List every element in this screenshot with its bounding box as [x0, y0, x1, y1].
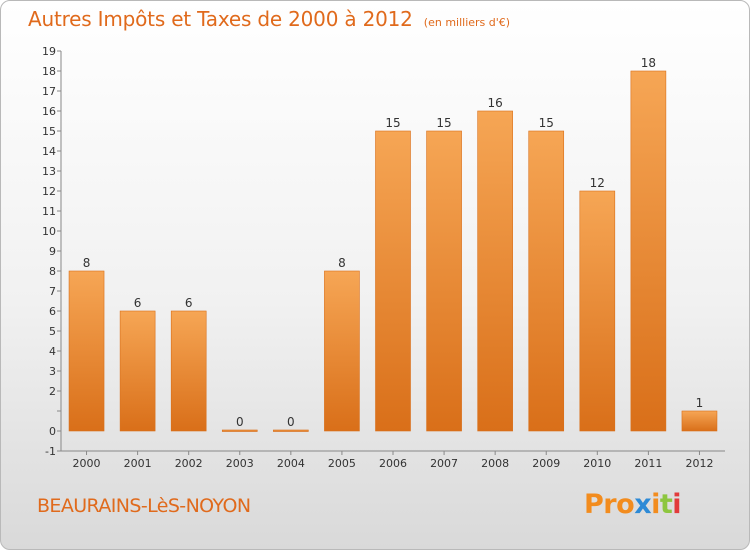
bar	[427, 131, 462, 431]
bar-value-label: 6	[185, 296, 193, 310]
logo-letter: t	[660, 489, 672, 520]
y-tick-label: 14	[42, 145, 56, 158]
x-tick-label: 2006	[379, 457, 407, 470]
y-tick-label: 8	[49, 265, 56, 278]
bar	[376, 131, 411, 431]
bar	[580, 191, 615, 431]
proxiti-logo[interactable]: Proxiti	[584, 489, 681, 520]
bar-value-label: 15	[539, 116, 554, 130]
x-tick-label: 2004	[277, 457, 305, 470]
y-tick-label: 5	[49, 325, 56, 338]
y-tick-label: 6	[49, 305, 56, 318]
x-tick-label: 2009	[532, 457, 560, 470]
x-tick-label: 2010	[583, 457, 611, 470]
y-tick-label: 11	[42, 205, 56, 218]
bar-value-label: 1	[696, 396, 704, 410]
x-tick-label: 2012	[685, 457, 713, 470]
x-tick-label: 2003	[226, 457, 254, 470]
y-tick-label: 9	[49, 245, 56, 258]
bar	[631, 71, 666, 431]
town-name: BEAURAINS-LèS-NOYON	[37, 495, 250, 517]
x-tick-label: 2008	[481, 457, 509, 470]
y-tick-label: 17	[42, 85, 56, 98]
y-tick-label: 0	[49, 425, 56, 438]
bar-value-label: 18	[641, 56, 656, 70]
bar-value-label: 8	[338, 256, 346, 270]
y-tick-label: 16	[42, 105, 56, 118]
y-tick-label: 10	[42, 225, 56, 238]
y-tick-label: 13	[42, 165, 56, 178]
logo-letter: P	[584, 489, 603, 520]
bar-value-label: 8	[83, 256, 91, 270]
bar	[682, 411, 717, 431]
bar-value-label: 6	[134, 296, 142, 310]
y-tick-label: 3	[49, 365, 56, 378]
y-tick-label: 4	[49, 345, 56, 358]
y-tick-label: 18	[42, 65, 56, 78]
bar	[222, 430, 257, 432]
bar-value-label: 0	[287, 415, 295, 429]
bar	[529, 131, 564, 431]
bar	[478, 111, 513, 431]
x-tick-label: 2007	[430, 457, 458, 470]
x-tick-label: 2000	[73, 457, 101, 470]
bar	[324, 271, 359, 431]
logo-letter: x	[634, 489, 651, 520]
y-tick-label: 12	[42, 185, 56, 198]
logo-letter: r	[603, 489, 616, 520]
bar-value-label: 16	[488, 96, 503, 110]
bar	[273, 430, 308, 432]
x-tick-label: 2002	[175, 457, 203, 470]
bar-value-label: 0	[236, 415, 244, 429]
bar-value-label: 15	[385, 116, 400, 130]
y-tick-label: 15	[42, 125, 56, 138]
y-tick-label: 7	[49, 285, 56, 298]
y-tick-label: -1	[45, 445, 56, 458]
bar-value-label: 12	[590, 176, 605, 190]
y-tick-label: 2	[49, 385, 56, 398]
bar	[120, 311, 155, 431]
x-tick-label: 2005	[328, 457, 356, 470]
x-tick-label: 2001	[124, 457, 152, 470]
bar	[69, 271, 104, 431]
chart-frame: Autres Impôts et Taxes de 2000 à 2012 (e…	[0, 0, 750, 550]
logo-letter: i	[672, 489, 681, 520]
bar-value-label: 15	[436, 116, 451, 130]
x-tick-label: 2011	[634, 457, 662, 470]
bar-chart: -1023456789101112131415161718192000 2001 2…	[1, 1, 750, 550]
logo-letter: i	[651, 489, 660, 520]
logo-letter: o	[616, 489, 634, 520]
bar	[171, 311, 206, 431]
y-tick-label: 19	[42, 45, 56, 58]
